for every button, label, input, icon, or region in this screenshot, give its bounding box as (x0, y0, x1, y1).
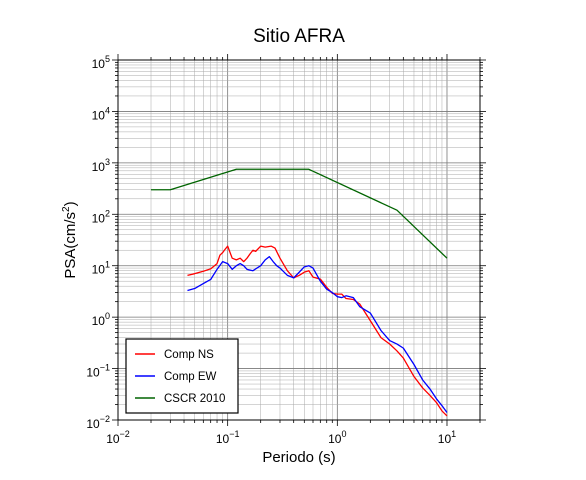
x-tick-label-base: 10 (438, 432, 452, 446)
y-tick-label: 10−2 (86, 414, 110, 431)
y-tick-label-base: 10 (86, 366, 100, 380)
x-tick-label-exponent: −2 (120, 429, 130, 439)
y-tick-label: 101 (92, 260, 110, 277)
grid (117, 59, 481, 421)
x-tick-label-base: 10 (328, 432, 342, 446)
x-tick-label: 10−2 (106, 429, 130, 446)
chart-title: Sitio AFRA (253, 26, 345, 47)
y-tick-label: 10−1 (86, 363, 110, 380)
y-axis-label-base: PSA(cm/s (62, 212, 79, 279)
x-tick-label: 10−1 (216, 429, 240, 446)
x-tick-label: 100 (328, 429, 346, 446)
y-axis-label-close: ) (62, 201, 79, 206)
y-axis-label: PSA(cm/s2) (61, 201, 79, 278)
series-line-cscr-2010 (151, 168, 448, 259)
x-tick-label-base: 10 (106, 432, 120, 446)
y-tick-label-exponent: 2 (105, 208, 110, 218)
y-tick-label-base: 10 (92, 314, 106, 328)
x-tick-label-exponent: 0 (341, 429, 346, 439)
y-tick-label-base: 10 (86, 417, 100, 431)
y-tick-label-base: 10 (92, 211, 106, 225)
y-tick-label-exponent: 5 (105, 54, 110, 64)
y-tick-label-exponent: −1 (100, 363, 110, 373)
y-tick-label-base: 10 (92, 263, 106, 277)
legend-label-cscr-2010: CSCR 2010 (164, 393, 225, 405)
y-tick-label-exponent: 1 (105, 260, 110, 270)
y-tick-label: 103 (92, 157, 110, 174)
y-tick-label: 102 (92, 208, 110, 225)
legend-label-comp-ew: Comp EW (164, 371, 217, 383)
series-line-comp-ew (187, 256, 448, 413)
y-tick-label: 105 (92, 54, 110, 71)
legend: Comp NS Comp EW CSCR 2010 (125, 338, 239, 414)
y-axis-label-superscript: 2 (61, 206, 72, 212)
y-tick-label-base: 10 (92, 57, 106, 71)
plot-frame (117, 59, 481, 421)
y-tick-label: 100 (92, 311, 110, 328)
y-tick-label-exponent: −2 (100, 414, 110, 424)
y-tick-label: 104 (92, 105, 110, 122)
x-axis-label: Periodo (s) (262, 449, 335, 466)
x-tick-label-base: 10 (216, 432, 230, 446)
x-tick-label-exponent: −1 (229, 429, 239, 439)
y-tick-label-base: 10 (92, 108, 106, 122)
x-tick-label-exponent: 1 (451, 429, 456, 439)
legend-label-comp-ns: Comp NS (164, 349, 214, 361)
y-tick-label-exponent: 0 (105, 311, 110, 321)
y-tick-label-base: 10 (92, 160, 106, 174)
y-tick-label-exponent: 3 (105, 157, 110, 167)
y-tick-label-exponent: 4 (105, 105, 110, 115)
series-group (151, 168, 448, 417)
x-tick-label: 101 (438, 429, 456, 446)
